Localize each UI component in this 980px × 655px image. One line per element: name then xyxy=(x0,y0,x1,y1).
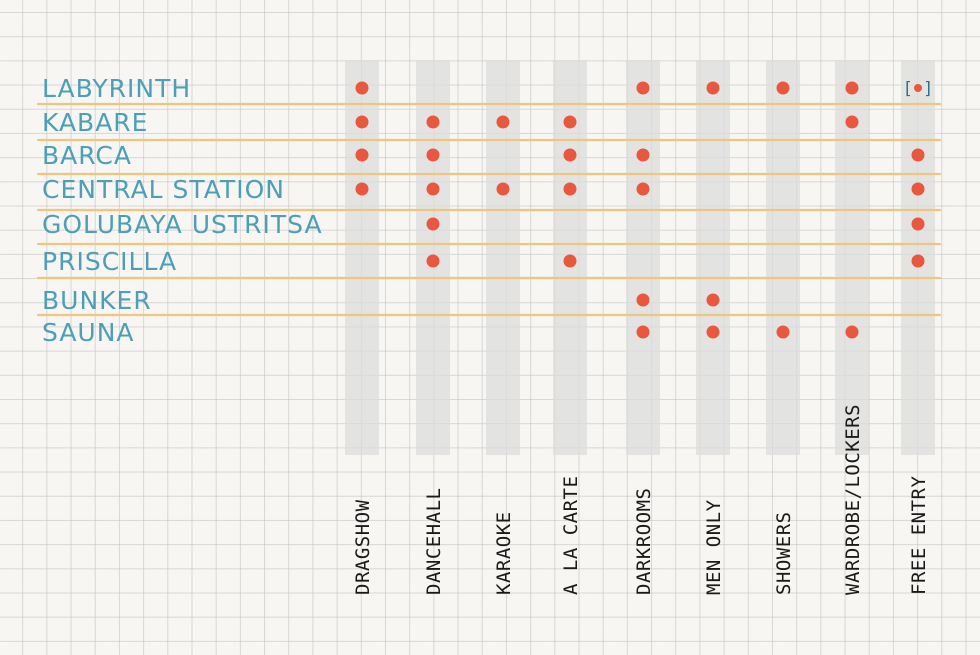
data-dot xyxy=(845,325,859,339)
row-label: Barca xyxy=(42,141,132,170)
data-dot xyxy=(563,254,577,268)
bracketed-dot: [ ] xyxy=(903,79,934,99)
data-dot xyxy=(426,182,440,196)
data-dot xyxy=(636,148,650,162)
row-lines xyxy=(36,102,942,317)
data-dot xyxy=(706,325,720,339)
data-dot xyxy=(426,254,440,268)
column-labels: Dragshow Dancehall Karaoke A la carte Darkro… xyxy=(352,404,930,595)
column-label: Dancehall xyxy=(423,488,445,595)
data-dot xyxy=(355,182,369,196)
data-dot xyxy=(426,115,440,129)
column-label: Free entry xyxy=(908,476,930,595)
data-dot xyxy=(426,148,440,162)
data-dot xyxy=(355,148,369,162)
data-dot xyxy=(636,325,650,339)
data-dot xyxy=(776,81,790,95)
data-dot xyxy=(845,81,859,95)
data-dots: [ ] xyxy=(355,79,934,339)
row-label: Central Station xyxy=(42,175,285,204)
data-dot xyxy=(911,148,925,162)
data-dot xyxy=(911,217,925,231)
data-dot xyxy=(845,115,859,129)
column-bands xyxy=(345,60,935,455)
data-dot xyxy=(911,254,925,268)
data-dot xyxy=(636,182,650,196)
data-dot xyxy=(426,217,440,231)
column-label: Wardrobe/Lockers xyxy=(842,404,864,595)
data-dot xyxy=(706,293,720,307)
column-label: Dragshow xyxy=(352,499,374,595)
row-labels: Labyrinth Kabare Barca Central Station Golub… xyxy=(42,74,323,347)
column-label: Karaoke xyxy=(493,511,515,595)
bracket-mark: [ ] xyxy=(903,79,934,99)
row-label: Bunker xyxy=(42,286,152,315)
row-label: Kabare xyxy=(42,108,148,137)
data-dot xyxy=(636,81,650,95)
data-dot xyxy=(496,115,510,129)
row-label: Labyrinth xyxy=(42,74,191,103)
column-label: Men only xyxy=(703,499,725,595)
column-label: Showers xyxy=(773,511,795,595)
data-dot xyxy=(911,182,925,196)
row-label: Golubaya Ustritsa xyxy=(42,210,323,239)
data-dot xyxy=(563,182,577,196)
column-label: A la carte xyxy=(560,476,582,595)
data-dot xyxy=(563,115,577,129)
data-dot xyxy=(706,81,720,95)
row-label: Priscilla xyxy=(42,247,177,276)
data-dot xyxy=(914,84,922,92)
column-band xyxy=(696,60,730,455)
column-band xyxy=(766,60,800,455)
column-label: Darkrooms xyxy=(633,488,655,595)
data-dot xyxy=(355,81,369,95)
data-dot xyxy=(636,293,650,307)
data-dot xyxy=(563,148,577,162)
column-band xyxy=(626,60,660,455)
data-dot xyxy=(776,325,790,339)
row-label: Sauna xyxy=(42,318,135,347)
data-dot xyxy=(355,115,369,129)
data-dot xyxy=(496,182,510,196)
